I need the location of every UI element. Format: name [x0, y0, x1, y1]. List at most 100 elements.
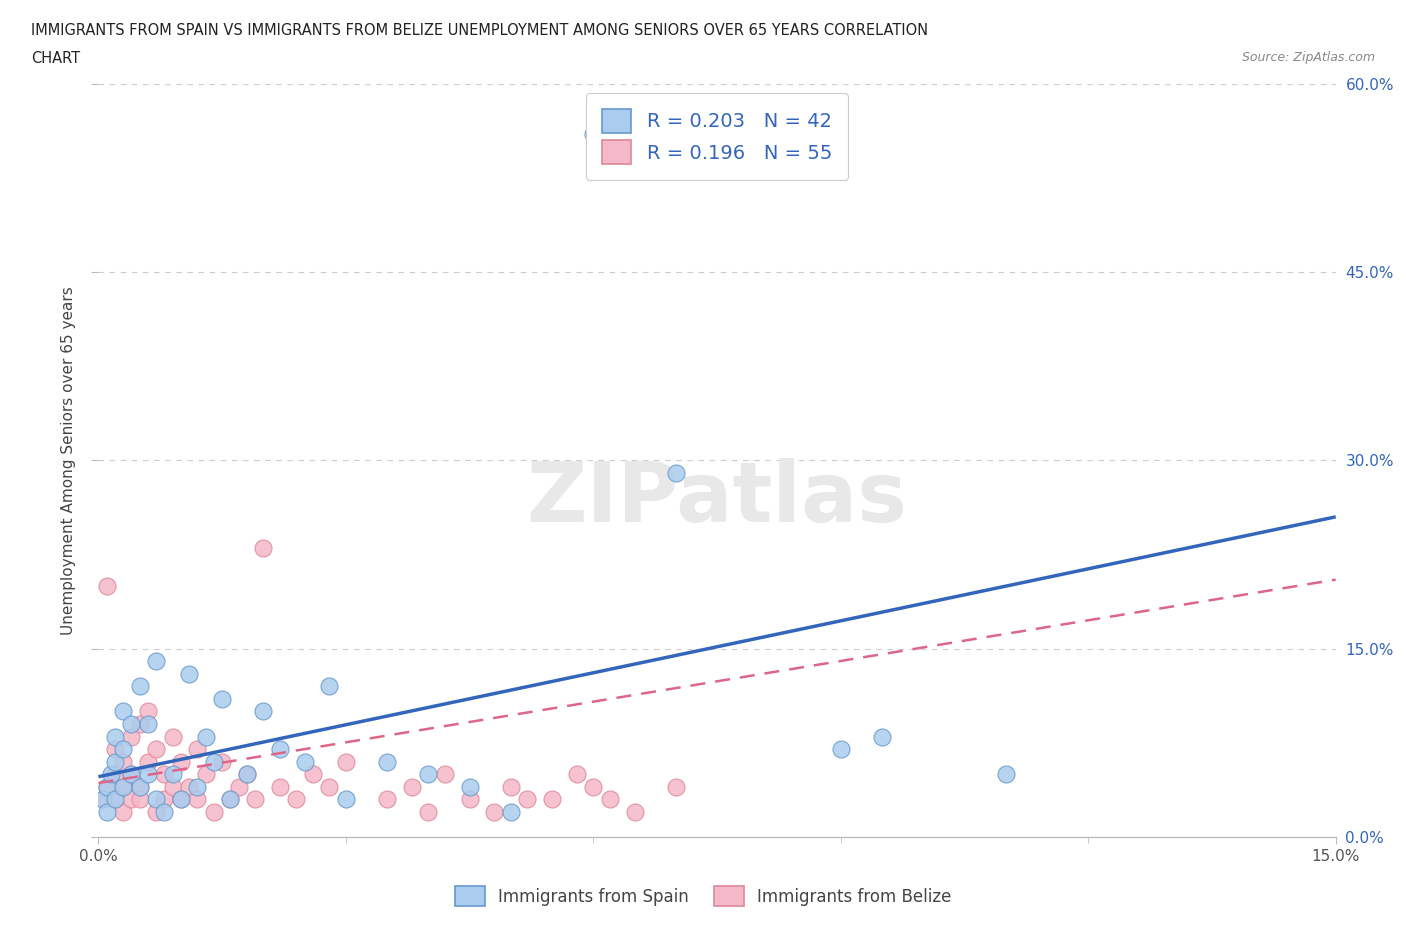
Point	[335, 754, 357, 769]
Point	[830, 742, 852, 757]
Point	[136, 716, 159, 731]
Point	[375, 792, 398, 807]
Point	[219, 792, 242, 807]
Point	[128, 779, 150, 794]
Point	[104, 729, 127, 744]
Point	[516, 792, 538, 807]
Point	[541, 792, 564, 807]
Point	[194, 766, 217, 781]
Point	[112, 779, 135, 794]
Point	[170, 792, 193, 807]
Point	[202, 804, 225, 819]
Point	[112, 742, 135, 757]
Y-axis label: Unemployment Among Seniors over 65 years: Unemployment Among Seniors over 65 years	[60, 286, 76, 634]
Point	[186, 779, 208, 794]
Point	[112, 754, 135, 769]
Point	[153, 766, 176, 781]
Point	[623, 804, 645, 819]
Point	[269, 779, 291, 794]
Point	[458, 779, 481, 794]
Point	[418, 804, 440, 819]
Point	[194, 729, 217, 744]
Point	[433, 766, 456, 781]
Point	[294, 754, 316, 769]
Point	[401, 779, 423, 794]
Point	[285, 792, 308, 807]
Point	[375, 754, 398, 769]
Point	[269, 742, 291, 757]
Point	[96, 804, 118, 819]
Point	[104, 754, 127, 769]
Point	[499, 804, 522, 819]
Point	[136, 766, 159, 781]
Point	[186, 742, 208, 757]
Point	[252, 704, 274, 719]
Point	[582, 126, 605, 141]
Legend: Immigrants from Spain, Immigrants from Belize: Immigrants from Spain, Immigrants from B…	[449, 880, 957, 912]
Point	[145, 654, 167, 669]
Point	[136, 754, 159, 769]
Text: ZIPatlas: ZIPatlas	[527, 458, 907, 538]
Point	[104, 792, 127, 807]
Point	[145, 792, 167, 807]
Point	[120, 766, 142, 781]
Point	[318, 779, 340, 794]
Point	[236, 766, 259, 781]
Point	[582, 779, 605, 794]
Point	[302, 766, 325, 781]
Point	[112, 704, 135, 719]
Point	[186, 792, 208, 807]
Point	[219, 792, 242, 807]
Point	[128, 679, 150, 694]
Point	[104, 742, 127, 757]
Point	[458, 792, 481, 807]
Point	[112, 779, 135, 794]
Point	[120, 766, 142, 781]
Point	[128, 792, 150, 807]
Text: CHART: CHART	[31, 51, 80, 66]
Point	[565, 766, 588, 781]
Point	[179, 666, 201, 681]
Point	[96, 578, 118, 593]
Point	[599, 792, 621, 807]
Point	[120, 729, 142, 744]
Point	[211, 692, 233, 707]
Point	[104, 766, 127, 781]
Point	[211, 754, 233, 769]
Point	[179, 779, 201, 794]
Legend: R = 0.203   N = 42, R = 0.196   N = 55: R = 0.203 N = 42, R = 0.196 N = 55	[586, 93, 848, 179]
Point	[418, 766, 440, 781]
Point	[252, 540, 274, 555]
Point	[236, 766, 259, 781]
Point	[170, 754, 193, 769]
Point	[162, 766, 184, 781]
Point	[91, 792, 114, 807]
Point	[870, 729, 893, 744]
Point	[145, 804, 167, 819]
Point	[120, 716, 142, 731]
Point	[136, 704, 159, 719]
Point	[665, 779, 688, 794]
Point	[120, 792, 142, 807]
Point	[100, 766, 122, 781]
Point	[145, 742, 167, 757]
Point	[665, 465, 688, 480]
Point	[153, 792, 176, 807]
Point	[104, 792, 127, 807]
Point	[162, 729, 184, 744]
Point	[499, 779, 522, 794]
Point	[243, 792, 266, 807]
Point	[96, 779, 118, 794]
Text: IMMIGRANTS FROM SPAIN VS IMMIGRANTS FROM BELIZE UNEMPLOYMENT AMONG SENIORS OVER : IMMIGRANTS FROM SPAIN VS IMMIGRANTS FROM…	[31, 23, 928, 38]
Point	[153, 804, 176, 819]
Point	[170, 792, 193, 807]
Point	[318, 679, 340, 694]
Text: Source: ZipAtlas.com: Source: ZipAtlas.com	[1241, 51, 1375, 64]
Point	[484, 804, 506, 819]
Point	[335, 792, 357, 807]
Point	[91, 792, 114, 807]
Point	[202, 754, 225, 769]
Point	[994, 766, 1017, 781]
Point	[128, 716, 150, 731]
Point	[96, 779, 118, 794]
